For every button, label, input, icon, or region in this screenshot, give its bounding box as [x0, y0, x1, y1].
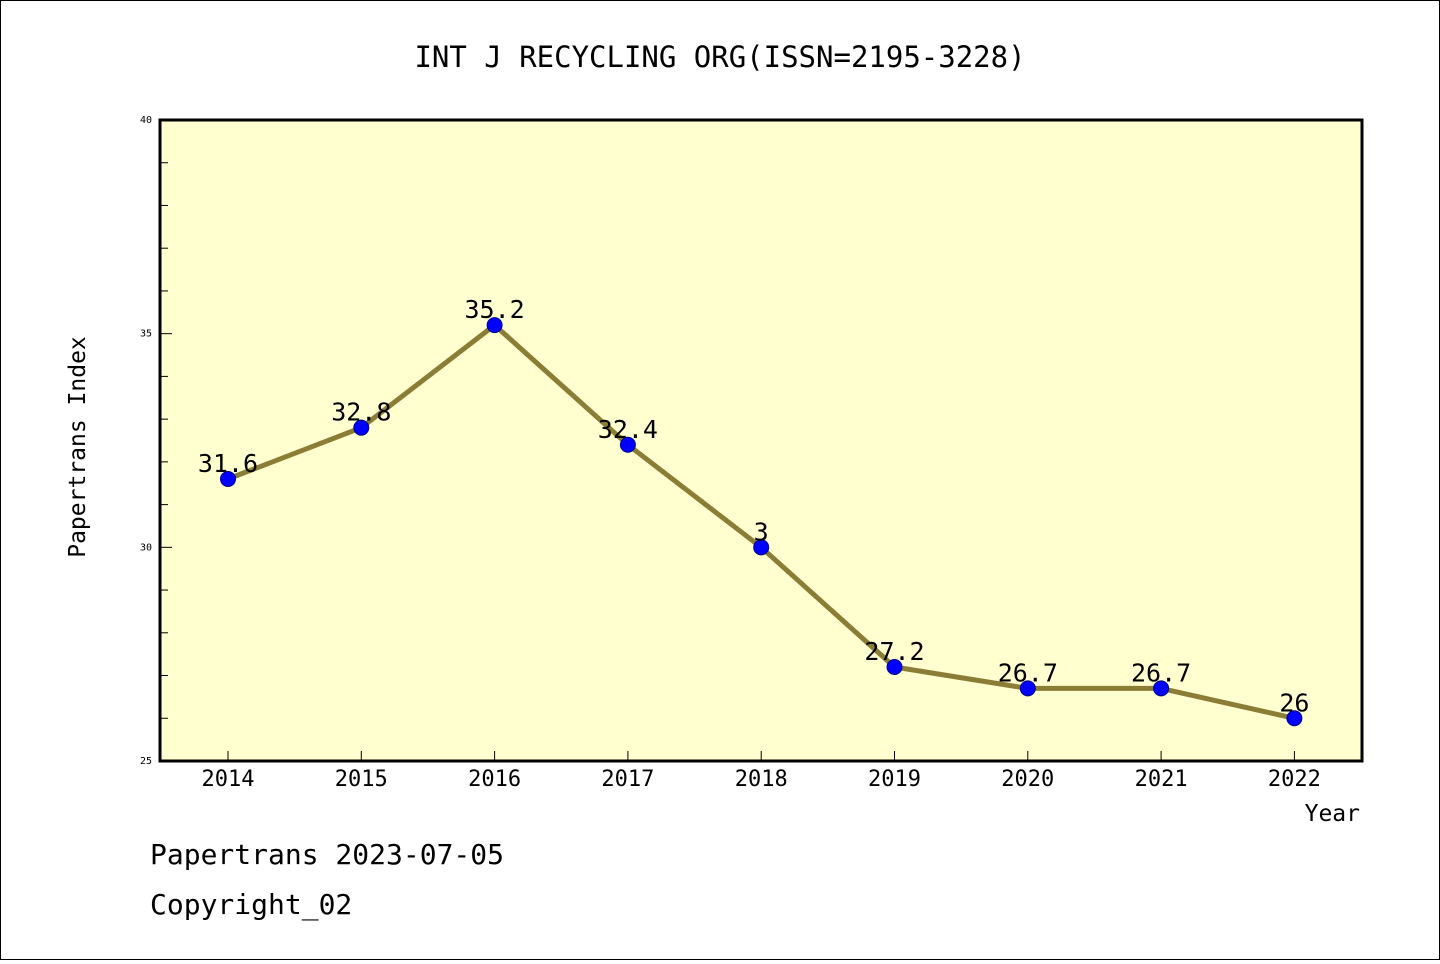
- x-tick-label: 2017: [601, 767, 654, 792]
- x-tick-label: 2018: [735, 767, 788, 792]
- footer-date: Papertrans 2023-07-05: [150, 838, 504, 871]
- x-tick-label: 2020: [1001, 767, 1054, 792]
- x-tick-label: 2015: [335, 767, 388, 792]
- plot-area: [158, 118, 1364, 763]
- x-tick-label: 2014: [202, 767, 255, 792]
- y-axis-title: Papertrans Index: [65, 336, 91, 558]
- data-label: 26.7: [1131, 658, 1191, 687]
- data-point: [886, 658, 903, 675]
- chart-title: INT J RECYCLING ORG(ISSN=2195-3228): [414, 40, 1025, 74]
- data-label: 32.8: [331, 398, 391, 427]
- y-axis: 25 30 35 40: [140, 115, 172, 767]
- data-label: 26: [1279, 688, 1309, 717]
- data-label: 32.4: [598, 415, 658, 444]
- data-point: [619, 436, 636, 453]
- y-tick-label: 40: [140, 115, 152, 126]
- data-label: 31.6: [198, 449, 258, 478]
- footer-copyright: Copyright_02: [150, 888, 352, 922]
- data-labels: 31.6 32.8 35.2 32.4 3 27.2 26.7 26.7 26: [198, 295, 1310, 717]
- data-points: [220, 317, 1303, 727]
- data-point: [220, 470, 236, 487]
- data-label: 27.2: [864, 637, 924, 666]
- x-tick-label: 2021: [1135, 767, 1188, 792]
- data-point: [486, 317, 503, 334]
- data-label: 26.7: [998, 658, 1058, 687]
- data-point: [1019, 680, 1036, 697]
- x-axis-title: Year: [1305, 801, 1360, 827]
- data-point: [1153, 680, 1170, 697]
- x-tick-label: 2019: [868, 767, 921, 792]
- x-tick-label: 2022: [1268, 767, 1321, 792]
- x-tick-label: 2016: [468, 767, 521, 792]
- y-tick-label: 30: [140, 542, 152, 553]
- data-point: [1286, 710, 1303, 727]
- data-point: [353, 419, 370, 436]
- x-axis: 2014 2015 2016 2017 2018 2019 2020 2021 2022: [202, 751, 1321, 792]
- y-tick-label: 25: [140, 756, 152, 767]
- data-label: 35.2: [464, 295, 524, 324]
- data-label: 3: [754, 517, 769, 546]
- y-tick-label: 35: [140, 329, 152, 340]
- data-point: [753, 539, 770, 556]
